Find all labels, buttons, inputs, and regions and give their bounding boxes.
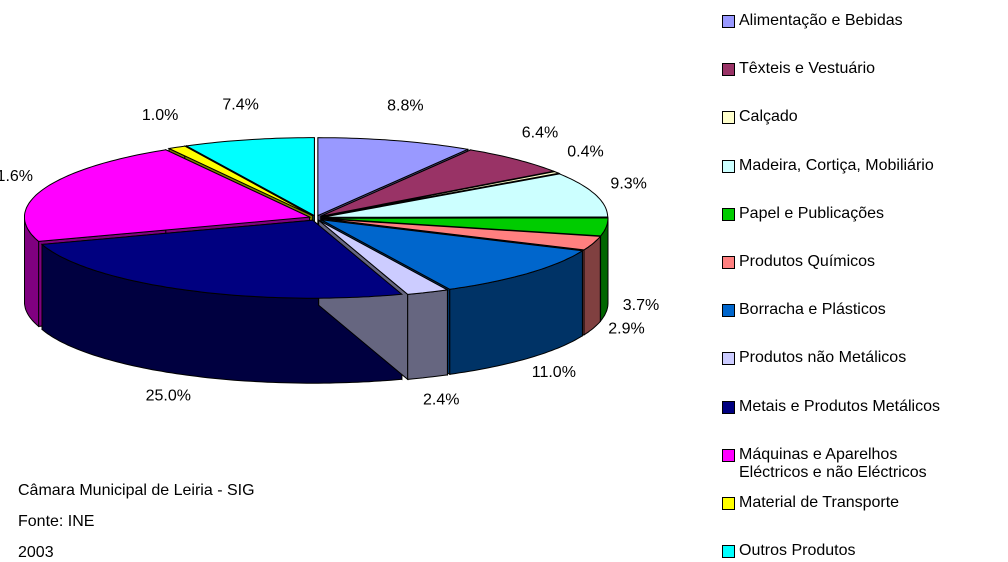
legend-label: Produtos não Metálicos	[739, 349, 907, 367]
legend-swatch	[722, 207, 735, 221]
legend-item: Máquinas e Aparelhos Eléctricos e não El…	[722, 446, 939, 482]
legend-item: Borracha e Plásticos	[722, 301, 886, 319]
data-label: 2.4%	[423, 391, 459, 408]
legend-label: Papel e Publicações	[739, 204, 884, 222]
slice	[321, 171, 561, 218]
legend-item: Calçado	[722, 108, 798, 126]
slice	[320, 149, 556, 217]
data-label: 21.6%	[0, 168, 33, 185]
legend-swatch	[722, 111, 735, 125]
legend-label: Outros Produtos	[739, 542, 856, 560]
data-label: 11.0%	[532, 364, 576, 381]
data-label: 0.4%	[567, 144, 603, 161]
slice	[40, 219, 404, 299]
data-label: 8.8%	[387, 98, 423, 115]
legend-label: Material de Transporte	[739, 494, 900, 511]
legend-item: Produtos Químicos	[722, 253, 875, 271]
legend-item: Madeira, Cortiça, Mobiliário	[722, 157, 934, 175]
legend-item: Papel e Publicações	[722, 205, 884, 223]
legend-swatch	[722, 448, 735, 462]
legend-label: Borracha e Plásticos	[739, 301, 886, 319]
data-label: 9.3%	[610, 175, 646, 192]
legend-item: Metais e Produtos Metálicos	[722, 398, 940, 416]
slice-wall	[583, 235, 601, 336]
slice-wall	[407, 289, 448, 380]
slice	[322, 218, 602, 251]
data-label: 25.0%	[146, 388, 191, 405]
annotation: Fonte: INE	[18, 513, 95, 530]
legend-label: Calçado	[739, 108, 798, 126]
legend-item: Outros Produtos	[722, 542, 856, 560]
legend-swatch	[722, 304, 735, 318]
legend-item: Produtos não Metálicos	[722, 349, 906, 367]
annotation: 2003	[18, 544, 54, 561]
legend-swatch	[722, 256, 735, 269]
legend-swatch	[722, 400, 735, 414]
data-label: 6.4%	[522, 125, 558, 142]
slice	[320, 219, 584, 290]
data-label: 2.9%	[608, 321, 644, 338]
slice	[24, 149, 312, 242]
annotation: Câmara Municipal de Leiria - SIG	[18, 482, 255, 499]
data-label: 7.4%	[222, 96, 258, 113]
legend-label: Máquinas e Aparelhos Eléctricos e não El…	[739, 445, 927, 481]
legend-swatch	[722, 545, 735, 559]
legend-label: Alimentação e Bebidas	[739, 12, 903, 29]
legend-swatch	[722, 15, 735, 28]
slice	[322, 173, 609, 218]
legend-swatch	[722, 159, 735, 173]
legend-label: Têxteis e Vestuário	[739, 60, 876, 78]
chart: 8.8% 6.4% 0.4% 9.3% 3.7% 2.9% 11.0% 2.4% 25.0% 21…	[0, 96, 659, 408]
legend-label: Madeira, Cortiça, Mobiliário	[739, 156, 934, 174]
slice	[317, 137, 470, 217]
slice	[322, 217, 609, 237]
data-label: 3.7%	[623, 297, 659, 314]
legend-item: Alimentação e Bebidas	[722, 12, 903, 30]
slice	[318, 219, 450, 295]
legend-swatch	[722, 497, 735, 510]
data-label: 1.0%	[142, 107, 178, 124]
legend-swatch	[722, 352, 735, 366]
legend-item: Material de Transporte	[722, 494, 899, 512]
legend-label: Produtos Químicos	[739, 253, 876, 270]
legend-label: Metais e Produtos Metálicos	[739, 397, 940, 415]
legend-swatch	[722, 63, 735, 77]
legend-item: Têxteis e Vestuário	[722, 60, 875, 78]
slice	[167, 145, 313, 217]
slice	[184, 137, 315, 217]
